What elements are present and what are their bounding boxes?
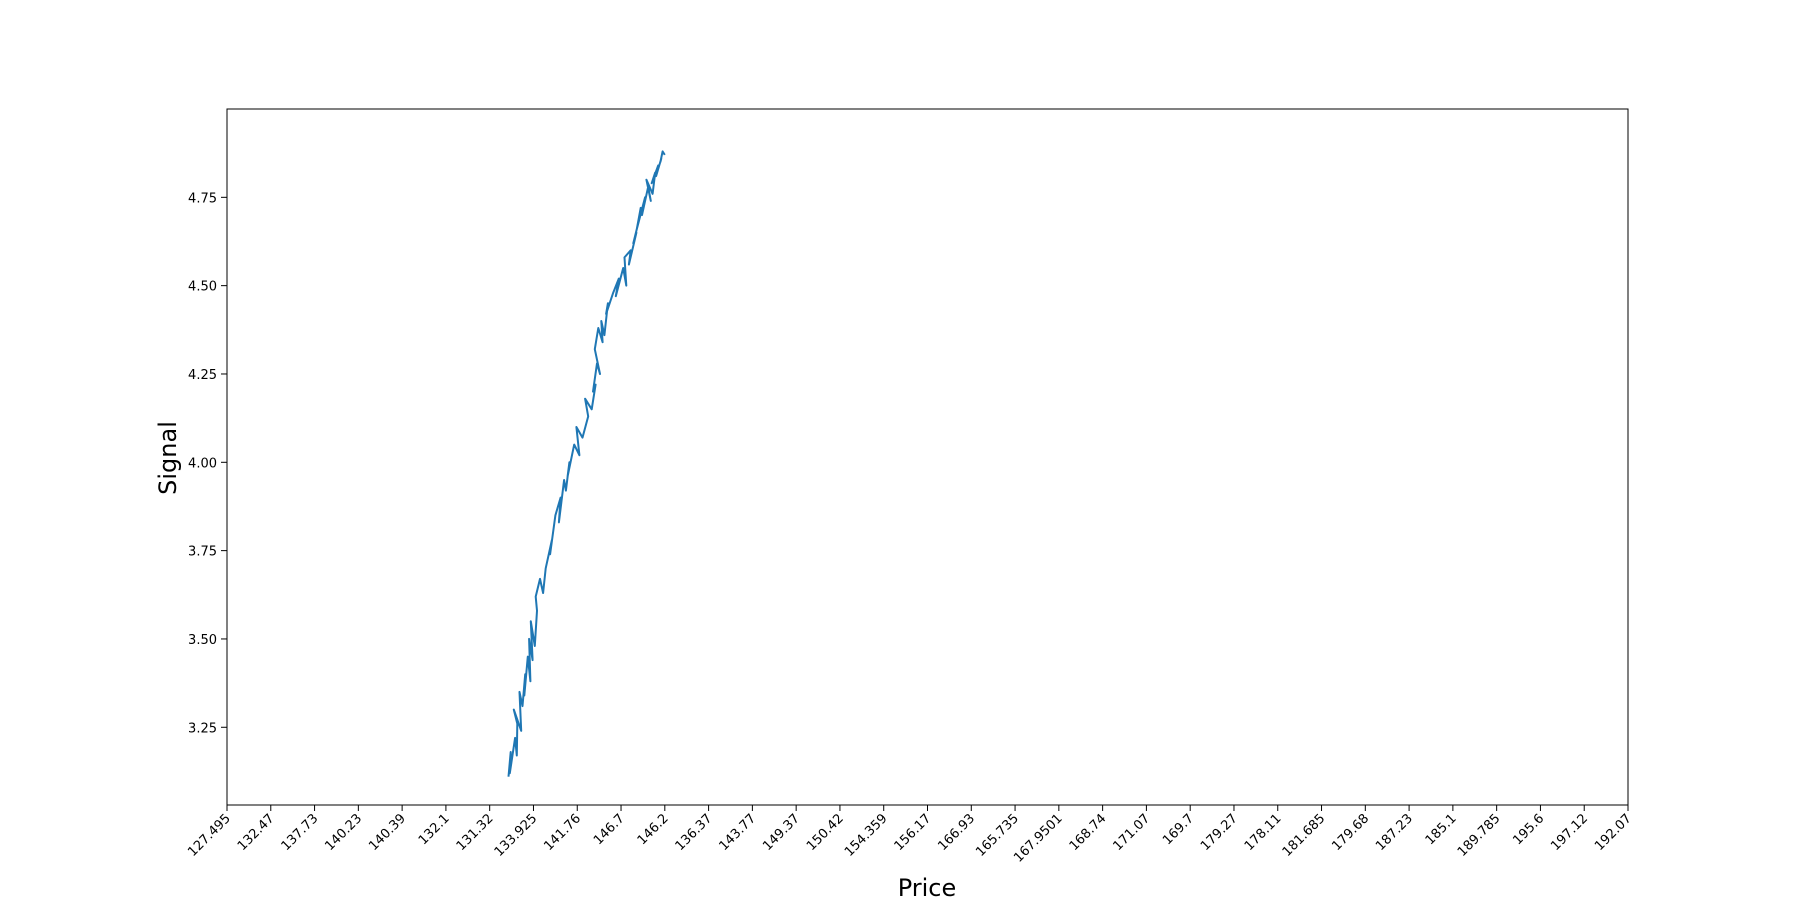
y-tick-label: 3.75 [188, 545, 217, 560]
y-tick-label: 3.25 [188, 721, 217, 736]
x-tick-label: 178.11 [1242, 811, 1285, 854]
x-tick-label: 127.495 [185, 811, 234, 860]
x-tick-label: 168.74 [1067, 811, 1110, 854]
x-tick-label: 185.1 [1423, 811, 1460, 848]
y-tick-label: 4.75 [188, 191, 217, 206]
x-tick-label: 179.27 [1198, 811, 1241, 854]
x-tick-label: 187.23 [1373, 811, 1416, 854]
x-tick-label: 146.2 [635, 811, 672, 848]
y-axis-label: Signal [154, 421, 182, 495]
x-tick-label: 141.76 [541, 811, 584, 854]
y-tick-label: 4.25 [188, 368, 217, 383]
plot-frame [226, 108, 1629, 806]
x-tick-label: 166.93 [935, 811, 978, 854]
x-tick-label: 146.7 [591, 811, 628, 848]
x-tick-label: 133.925 [492, 811, 541, 860]
y-tick-label: 4.50 [188, 280, 217, 295]
x-tick-label: 137.73 [279, 811, 322, 854]
x-tick-label: 171.07 [1110, 811, 1153, 854]
x-tick-label: 195.6 [1510, 811, 1547, 848]
x-tick-label: 143.77 [716, 811, 759, 854]
series-line [507, 150, 666, 777]
y-tick-label: 3.50 [188, 633, 217, 648]
x-tick-label: 149.37 [760, 811, 803, 854]
x-axis-label: Price [898, 874, 957, 900]
x-tick-label: 181.685 [1280, 811, 1329, 860]
x-tick-label: 156.17 [892, 811, 935, 854]
x-tick-label: 140.23 [322, 811, 365, 854]
x-tick-label: 197.12 [1548, 811, 1591, 854]
x-tick-label: 136.37 [673, 811, 716, 854]
x-tick-label: 131.32 [454, 811, 497, 854]
x-tick-label: 154.359 [842, 811, 891, 860]
y-tick-label: 4.00 [188, 456, 217, 471]
x-tick-label: 140.39 [366, 811, 409, 854]
x-tick-label: 189.785 [1455, 811, 1504, 860]
x-tick-label: 132.47 [235, 811, 278, 854]
x-tick-label: 179.68 [1329, 811, 1372, 854]
x-tick-label: 169.7 [1160, 811, 1197, 848]
x-tick-label: 192.07 [1592, 811, 1635, 854]
x-tick-label: 132.1 [416, 811, 453, 848]
x-tick-label: 150.42 [804, 811, 847, 854]
